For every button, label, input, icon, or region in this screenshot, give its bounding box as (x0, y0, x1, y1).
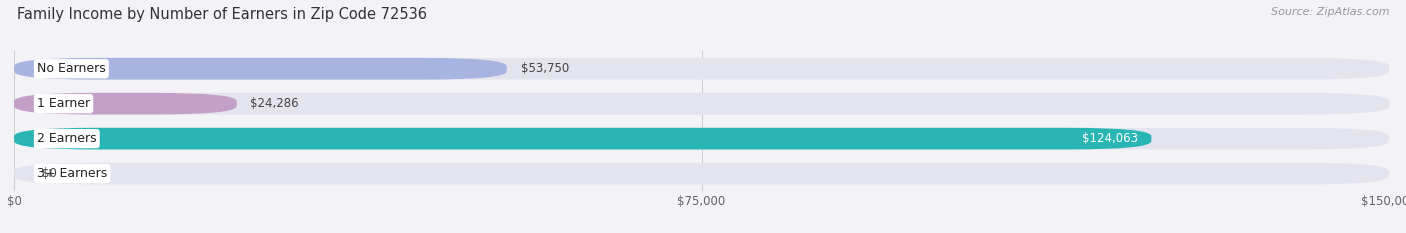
Text: 3+ Earners: 3+ Earners (37, 167, 107, 180)
Text: $0: $0 (42, 167, 56, 180)
FancyBboxPatch shape (14, 58, 506, 80)
Text: Source: ZipAtlas.com: Source: ZipAtlas.com (1271, 7, 1389, 17)
Text: No Earners: No Earners (37, 62, 105, 75)
FancyBboxPatch shape (14, 93, 1389, 115)
FancyBboxPatch shape (14, 128, 1152, 150)
Text: $124,063: $124,063 (1081, 132, 1137, 145)
Text: $53,750: $53,750 (520, 62, 569, 75)
Text: $24,286: $24,286 (250, 97, 299, 110)
FancyBboxPatch shape (14, 93, 236, 115)
FancyBboxPatch shape (14, 128, 1389, 150)
Text: 2 Earners: 2 Earners (37, 132, 97, 145)
FancyBboxPatch shape (14, 58, 1389, 80)
Text: Family Income by Number of Earners in Zip Code 72536: Family Income by Number of Earners in Zi… (17, 7, 427, 22)
FancyBboxPatch shape (14, 163, 1389, 185)
Text: 1 Earner: 1 Earner (37, 97, 90, 110)
